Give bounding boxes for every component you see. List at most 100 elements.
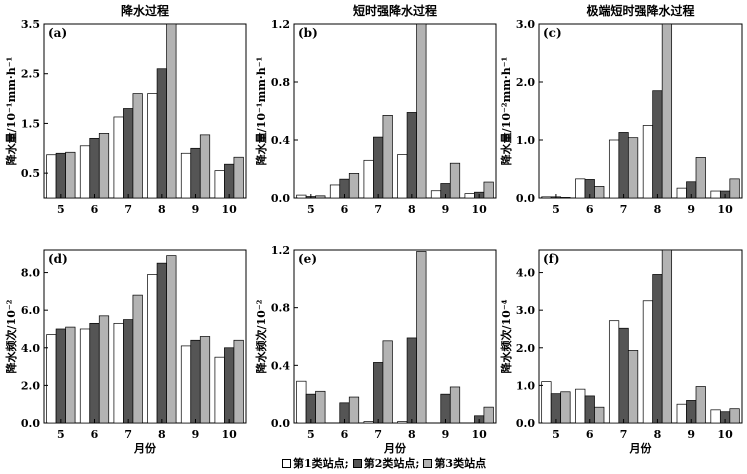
bar-series-1-month-6 (79, 328, 91, 424)
bar-series-1-month-7 (608, 320, 620, 424)
bar-series-1-month-7 (363, 159, 374, 199)
chart-panel-3: 0.0 1.0 2.0 3.0 5 6 7 8 9 10 (c) 极端短时强降水过程降水量/10⁻²m… (499, 3, 743, 216)
bar-series-3-month-10 (483, 406, 494, 424)
y-tick-label: 4.0 (21, 342, 40, 355)
y-axis-label: 降水量/10⁻¹mm·h⁻¹ (4, 56, 18, 165)
bar-series-2-month-8 (652, 90, 663, 199)
x-tick-label: 8 (408, 428, 416, 441)
y-axis-label: 降水量/10⁻²mm·h⁻¹ (499, 56, 513, 165)
x-tick-label: 10 (472, 428, 488, 441)
x-tick-label: 8 (158, 203, 166, 216)
bar-series-2-month-7 (373, 136, 384, 199)
bar-series-3-month-8 (166, 255, 177, 424)
bar-series-3-month-7 (627, 350, 639, 424)
bar-series-1-month-10 (710, 190, 721, 199)
bar-series-3-month-6 (594, 186, 605, 199)
bar-series-1-month-5 (541, 196, 552, 199)
bar-series-1-month-9 (676, 187, 687, 199)
bar-series-2-month-7 (123, 319, 134, 424)
x-tick-label: 6 (341, 203, 349, 216)
legend-item-class-1: 第1类站点; (282, 455, 349, 471)
bar-series-3-month-7 (382, 114, 393, 199)
plot-frame (538, 23, 743, 199)
x-tick-label: 6 (586, 203, 594, 216)
x-tick-label: 9 (442, 428, 450, 441)
plot-frame (538, 249, 743, 424)
bar-series-2-month-8 (156, 262, 167, 424)
bar-series-3-month-9 (695, 157, 706, 199)
bar-series-2-month-9 (190, 339, 201, 424)
x-tick-label: 8 (158, 428, 166, 441)
panel-label: (d) (48, 252, 68, 266)
bar-series-3-month-8 (661, 249, 673, 424)
x-tick-label: 10 (717, 203, 733, 216)
bar-series-1-month-8 (147, 274, 158, 424)
bar-series-3-month-5 (315, 195, 326, 199)
bar-series-1-month-6 (575, 178, 586, 199)
bar-series-2-month-7 (373, 362, 384, 424)
y-tick-label: 3.0 (516, 304, 535, 317)
panel-label: (a) (48, 26, 67, 40)
bar-series-2-month-5 (305, 393, 316, 424)
bar-series-3-month-7 (627, 137, 639, 199)
y-tick-label: 0.5 (21, 167, 40, 180)
panel-title: 降水过程 (121, 3, 169, 18)
y-tick-label: 6.0 (21, 304, 40, 317)
bar-series-2-month-10 (224, 163, 235, 199)
x-tick-label: 5 (552, 428, 560, 441)
y-tick-label: 3.5 (21, 18, 40, 31)
plot-frame (43, 249, 247, 424)
panel-title: 极端短时强降水过程 (586, 3, 694, 18)
y-tick-label: 1.5 (21, 117, 40, 130)
bar-series-1-month-9 (180, 152, 192, 199)
bar-series-1-month-6 (329, 184, 341, 199)
x-tick-label: 9 (687, 203, 695, 216)
bar-series-1-month-10 (710, 409, 721, 424)
x-tick-label: 7 (374, 203, 382, 216)
bar-series-1-month-5 (296, 194, 307, 199)
bar-series-1-month-8 (397, 421, 408, 424)
bar-series-1-month-8 (397, 154, 408, 199)
y-tick-label: 8.0 (21, 267, 40, 280)
y-tick-label: 1.0 (516, 379, 535, 392)
y-tick-label: 4.0 (516, 267, 535, 280)
bar-series-2-month-5 (550, 393, 562, 424)
x-tick-label: 10 (717, 428, 733, 441)
bar-series-1-month-7 (363, 421, 374, 424)
chart-panel-2: 0.0 0.4 0.8 1.2 5 6 7 8 9 10 (b) 短时强降水过程降水量/10⁻¹mm·… (254, 3, 497, 216)
bar-series-3-month-6 (348, 173, 360, 199)
bar-series-1-month-5 (46, 154, 57, 199)
y-tick-label: 2.0 (21, 379, 40, 392)
bar-series-2-month-7 (123, 108, 134, 199)
bar-series-3-month-10 (483, 181, 494, 199)
bar-series-2-month-10 (224, 347, 235, 424)
bar-series-1-month-7 (608, 139, 620, 199)
y-axis-label: 降水量/10⁻¹mm·h⁻¹ (254, 56, 268, 165)
chart-panel-4: 0.0 2.0 4.0 6.0 8.0 5 6 7 8 9 10 (d) 降水频次/10⁻² 月份 (4, 249, 247, 455)
bar-series-3-month-6 (98, 315, 110, 424)
bar-series-3-month-7 (132, 93, 143, 199)
bar-series-3-month-5 (560, 391, 571, 424)
bar-series-3-month-10 (233, 339, 244, 424)
x-tick-label: 9 (687, 428, 695, 441)
bar-series-3-month-8 (416, 23, 427, 199)
panel-label: (f) (543, 252, 560, 266)
x-tick-label: 5 (57, 428, 65, 441)
bar-series-3-month-10 (729, 408, 740, 424)
x-tick-label: 9 (192, 203, 200, 216)
y-tick-label: 0.0 (271, 192, 290, 205)
y-tick-label: 3.0 (516, 18, 535, 31)
bar-series-2-month-8 (652, 274, 663, 424)
bar-series-3-month-5 (315, 390, 326, 424)
plot-frame (293, 249, 497, 424)
x-tick-label: 6 (91, 428, 99, 441)
bar-series-3-month-6 (348, 396, 360, 424)
bar-series-3-month-8 (416, 251, 427, 424)
bar-series-3-month-5 (560, 197, 571, 199)
bar-series-3-month-7 (132, 294, 143, 424)
y-tick-label: 1.0 (516, 134, 535, 147)
x-tick-label: 5 (552, 203, 560, 216)
x-tick-label: 9 (442, 203, 450, 216)
bar-series-1-month-8 (642, 300, 654, 424)
legend-swatch-class-1 (282, 458, 291, 468)
